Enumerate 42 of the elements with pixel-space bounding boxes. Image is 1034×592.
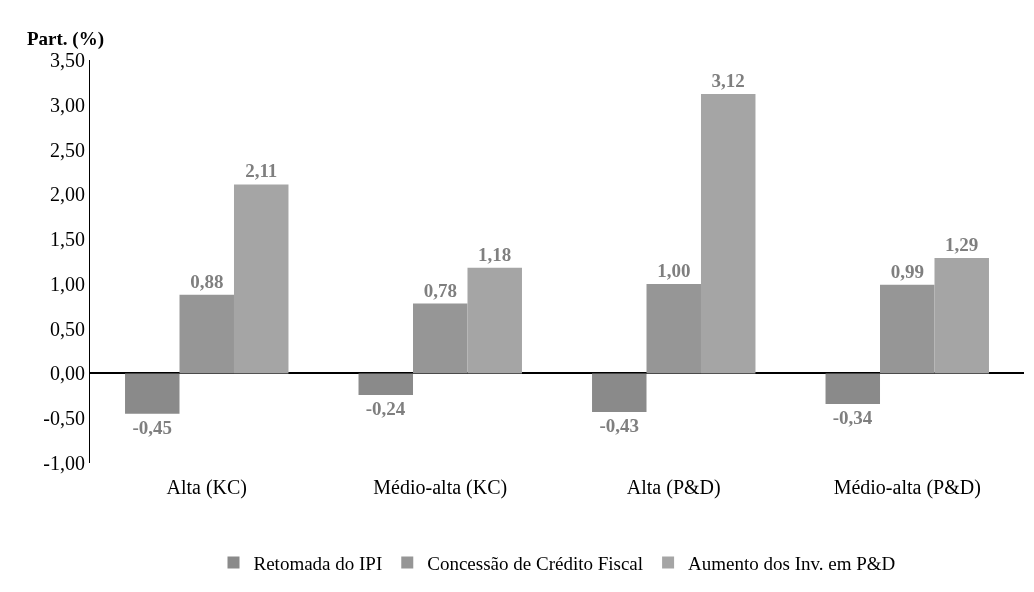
y-tick-label: 1,50 [50,228,85,251]
bar [467,267,522,374]
bar [125,373,180,414]
data-label: 1,00 [657,259,691,281]
data-label: -0,24 [365,397,406,419]
data-label: 0,88 [190,270,224,292]
y-tick-label: 1,00 [50,272,85,295]
bar [934,257,989,374]
bar [233,184,289,374]
data-label: 1,18 [478,243,512,265]
y-tick-label: 3,50 [50,49,85,71]
y-tick-label: 2,00 [50,183,85,206]
data-label: -0,34 [832,406,873,428]
x-tick-label: Médio-alta (P&D) [833,476,981,499]
data-label: 0,99 [890,260,924,282]
y-tick-label: 0,00 [50,362,85,385]
bar [825,373,881,404]
y-tick-label: 2,50 [50,138,85,161]
bar [358,373,414,395]
bar [179,294,234,374]
data-label: 1,29 [945,233,979,255]
data-label: 3,12 [711,70,745,92]
x-tick-label: Alta (P&D) [626,476,721,499]
y-tick-label: -0,50 [43,407,85,430]
legend-label: Aumento dos Inv. em P&D [688,552,896,574]
legend-label: Retomada do IPI [253,552,383,574]
bar [592,373,647,412]
data-label: -0,43 [599,414,640,436]
y-tick-label: -1,00 [43,452,85,474]
data-label: 2,11 [245,160,278,182]
x-tick-label: Alta (KC) [166,476,248,499]
bar [413,303,468,374]
y-axis-title: Part. (%) [27,28,105,50]
y-tick-label: 3,00 [50,93,85,116]
data-label: -0,45 [132,416,173,438]
x-tick-label: Médio-alta (KC) [373,476,508,499]
y-tick-label: 0,50 [50,317,85,340]
bar [700,94,756,374]
bar [880,284,935,374]
bar [646,283,701,374]
legend-label: Concessão de Crédito Fiscal [427,552,644,574]
data-label: 0,78 [423,279,457,301]
